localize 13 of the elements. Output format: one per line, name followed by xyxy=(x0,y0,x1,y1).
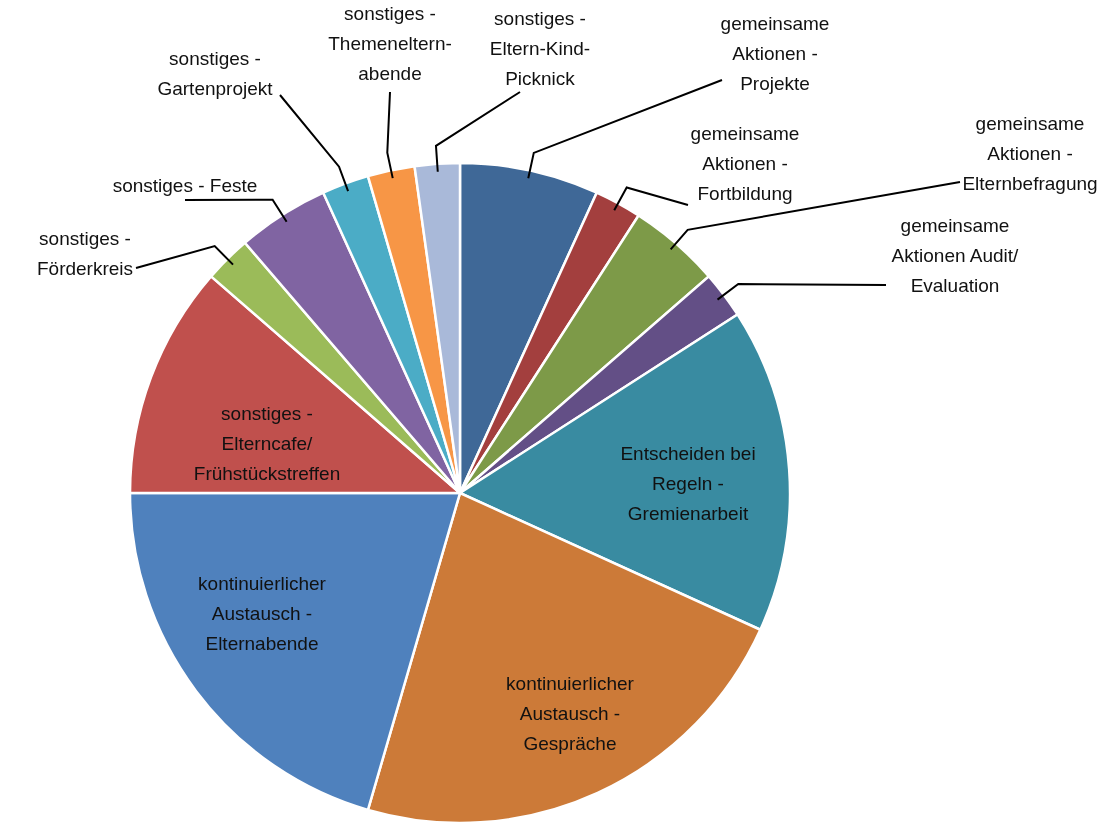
slice-label: sonstiges - Gartenprojekt xyxy=(157,48,274,99)
slice-label: sonstiges - Förderkreis xyxy=(36,228,134,279)
slice-label: gemeinsame Aktionen Audit/Evaluation xyxy=(891,215,1020,296)
slice-label: kontinuierlicher Austausch - Elternabende xyxy=(198,573,327,654)
slice-label: Entscheiden bei Regeln - Gremienarbeit xyxy=(620,443,756,524)
slice-label: gemeinsame Aktionen - Projekte xyxy=(720,13,830,94)
slice-label: sonstiges - Elterncafe/Frühstückstreffen xyxy=(193,403,341,484)
slice-label: gemeinsame Aktionen - Elternbefragung xyxy=(962,113,1098,194)
slice-label: sonstiges - Themeneltern-abende xyxy=(328,3,452,84)
slice-label: sonstiges - Eltern-Kind-Picknick xyxy=(489,8,591,89)
slice-label: sonstiges - Feste xyxy=(112,175,258,196)
slice-label: gemeinsame Aktionen - Fortbildung xyxy=(690,123,800,204)
slice-label: kontinuierlicher Austausch - Gespräche xyxy=(506,673,635,754)
